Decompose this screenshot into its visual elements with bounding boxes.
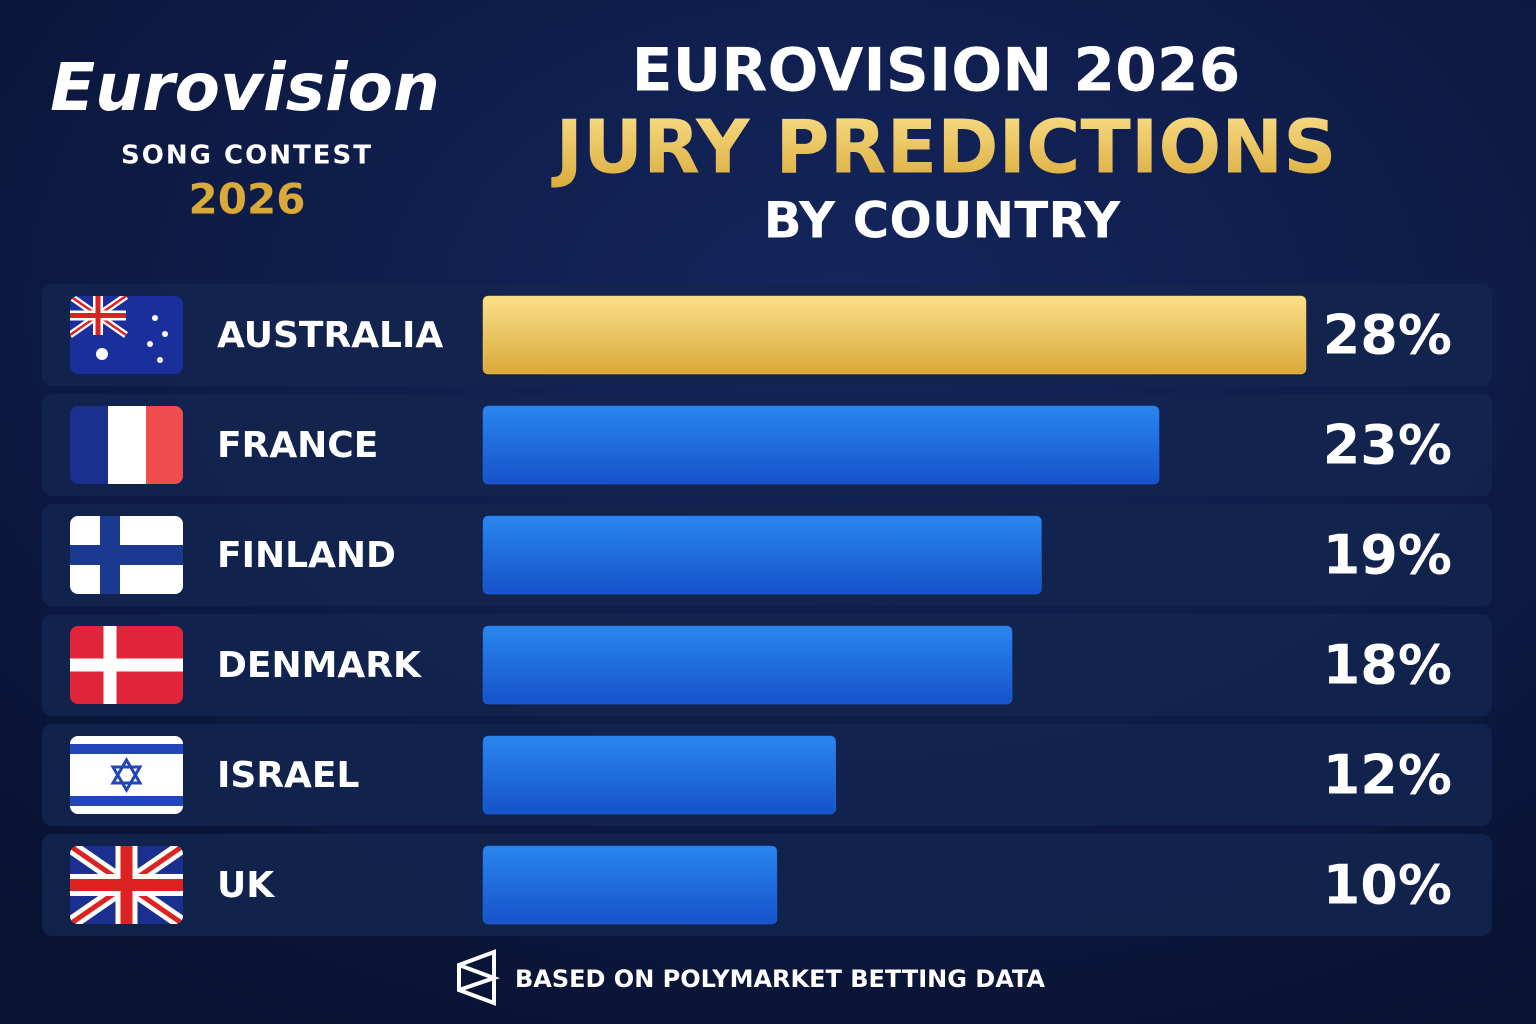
chart-subtitle-2: BY COUNTRY <box>764 192 1122 250</box>
flag <box>70 846 183 924</box>
flag-star <box>152 315 158 321</box>
logo-year: 2026 <box>189 175 306 224</box>
category-label: DENMARK <box>217 645 422 686</box>
bar <box>482 515 1042 595</box>
value-label: 10% <box>1323 854 1452 917</box>
bar <box>482 625 1013 705</box>
flag <box>70 736 183 814</box>
flag-part <box>108 406 146 484</box>
footer: BASED ON POLYMARKET BETTING DATA <box>515 965 1045 993</box>
flag-part <box>70 846 183 924</box>
footer-icon <box>457 949 500 1006</box>
flag <box>70 296 183 374</box>
value-label: 19% <box>1323 524 1452 587</box>
chart-title: EUROVISION 2026 <box>632 36 1241 106</box>
flag-part <box>70 406 108 484</box>
flag-part <box>70 516 183 594</box>
bar <box>482 405 1160 485</box>
value-label: 28% <box>1323 304 1452 367</box>
flag-part <box>70 744 183 754</box>
category-label: AUSTRALIA <box>217 315 443 356</box>
flag <box>70 626 183 704</box>
logo-subtitle: SONG CONTEST <box>121 141 373 171</box>
bar <box>482 735 836 815</box>
flag <box>70 516 183 594</box>
category-label: ISRAEL <box>217 755 359 796</box>
flag-star <box>157 357 163 363</box>
flag-part <box>70 796 183 806</box>
flag-star <box>96 348 108 360</box>
category-label: UK <box>217 865 275 906</box>
logo-name: Eurovision <box>50 49 440 126</box>
flag-part <box>70 296 126 335</box>
bar <box>482 295 1307 375</box>
category-label: FINLAND <box>217 535 396 576</box>
bar <box>482 845 778 925</box>
flag-part <box>146 406 183 484</box>
flag-star <box>110 757 143 793</box>
flag <box>70 406 183 484</box>
chart-subtitle: JURY PREDICTIONS <box>550 105 1336 191</box>
value-label: 18% <box>1323 634 1452 697</box>
value-label: 12% <box>1323 744 1452 807</box>
flag-part <box>70 626 183 704</box>
flag-star <box>162 331 168 337</box>
flag-star <box>147 341 153 347</box>
category-label: FRANCE <box>217 425 378 466</box>
value-label: 23% <box>1323 414 1452 477</box>
